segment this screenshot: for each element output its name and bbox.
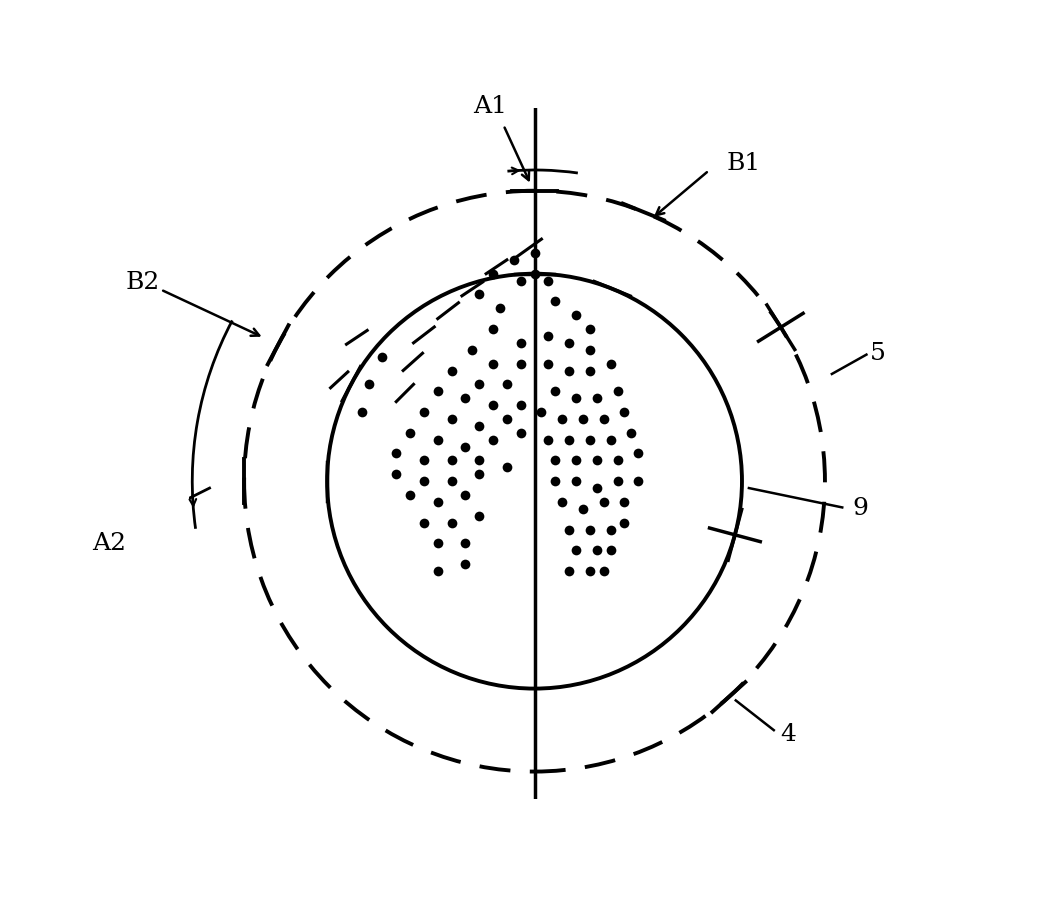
Text: A1: A1 (472, 95, 507, 119)
Text: A2: A2 (92, 532, 126, 555)
Text: 9: 9 (852, 497, 869, 520)
Text: 4: 4 (781, 724, 797, 746)
Text: B1: B1 (726, 152, 760, 175)
Text: B2: B2 (126, 271, 161, 294)
Text: 5: 5 (870, 342, 886, 365)
